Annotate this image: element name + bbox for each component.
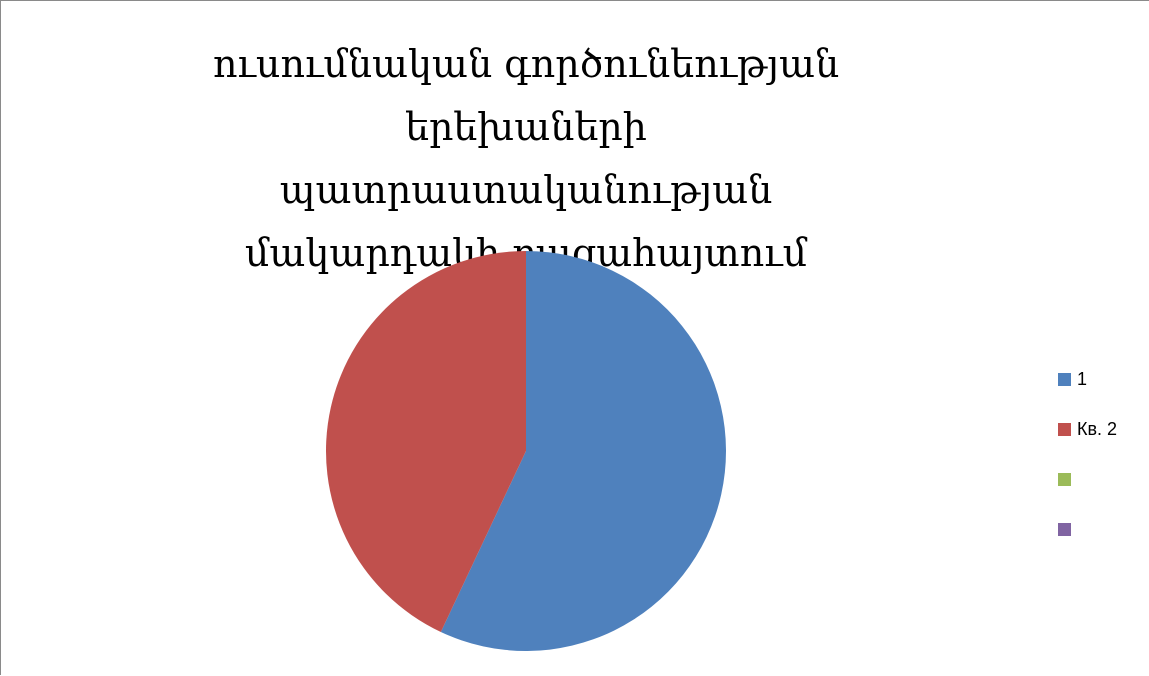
legend-item-2: Кв. 2 (1058, 417, 1117, 442)
legend-item-4 (1058, 517, 1117, 542)
chart-title: ուսումնական գործունեության երեխաների պատ… (212, 42, 840, 275)
legend-swatch (1058, 473, 1071, 486)
legend-item-1: 1 (1058, 367, 1117, 392)
legend-swatch (1058, 423, 1071, 436)
pie-slice-2 (326, 251, 526, 632)
legend-swatch (1058, 523, 1071, 536)
legend-label: Кв. 2 (1077, 419, 1118, 439)
chart-legend: 1 Кв. 2 (1058, 367, 1117, 567)
legend-item-3 (1058, 467, 1117, 492)
legend-swatch (1058, 373, 1071, 386)
legend-label: 1 (1077, 369, 1088, 389)
pie-slice-1 (440, 251, 727, 652)
